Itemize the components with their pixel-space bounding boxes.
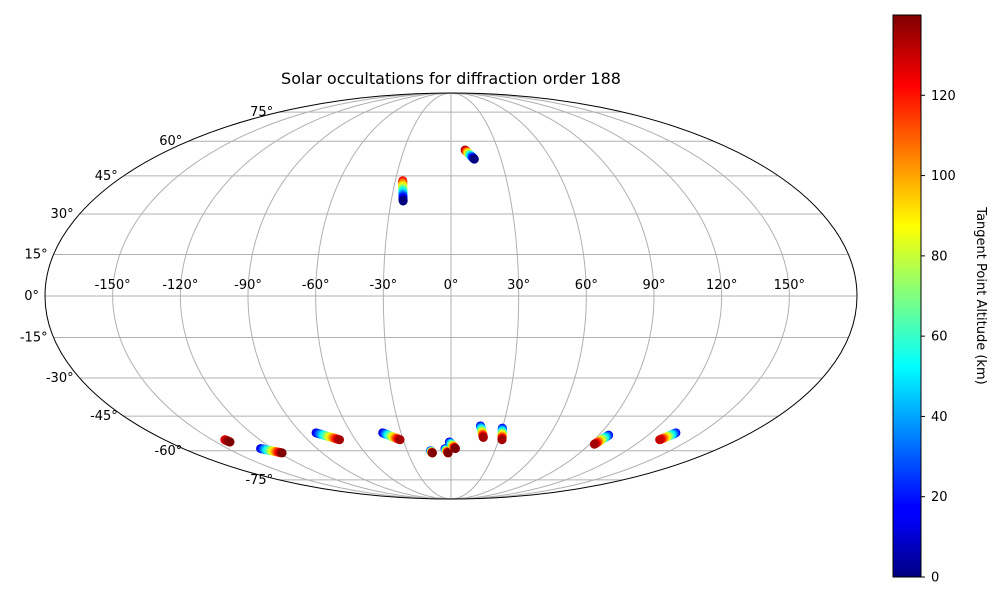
longitude-tick-labels: -150° -120° -90° -60° -30° 0° 30° 60° 90° 120° 150… <box>95 278 805 293</box>
lat-tick-label: 75° <box>250 105 273 120</box>
lon-grid-line <box>450 93 723 499</box>
lat-tick-label: -60° <box>155 444 183 459</box>
occultation-points <box>220 145 681 458</box>
lon-grid-line <box>112 93 452 499</box>
occultation-point <box>427 448 437 458</box>
occultation-point <box>398 196 408 206</box>
map-projection: -150° -120° -90° -60° -30° 0° 30° 60° 90° 120° 150… <box>20 92 858 500</box>
lon-tick-label: 150° <box>774 278 805 293</box>
latitude-tick-labels: 75° 60° 45° 30° 15° 0° -15° -30° -45° -60° -75° <box>20 105 273 488</box>
chart-title: Solar occultations for diffraction order… <box>281 69 621 88</box>
colorbar-tick-label: 80 <box>931 249 948 264</box>
lat-tick-label: 0° <box>24 289 39 304</box>
lat-tick-label: -45° <box>90 409 118 424</box>
occultation-point <box>335 435 344 445</box>
occultation-point <box>655 435 665 445</box>
colorbar-label: Tangent Point Altitude (km) <box>973 206 988 384</box>
colorbar-tick-label: 40 <box>931 410 948 425</box>
colorbar-tick-label: 60 <box>931 330 948 345</box>
lon-grid-line <box>450 93 655 499</box>
lon-grid-line <box>450 93 520 499</box>
lon-grid-line <box>247 93 452 499</box>
colorbar-tick-label: 20 <box>931 490 948 505</box>
lon-tick-label: -30° <box>369 278 397 293</box>
lon-tick-label: 60° <box>575 278 598 293</box>
grid-lines <box>45 93 857 499</box>
colorbar-tick-label: 120 <box>931 89 956 104</box>
lon-grid-line <box>450 93 587 499</box>
lat-tick-label: 15° <box>25 247 48 262</box>
lon-tick-label: -60° <box>302 278 330 293</box>
occultation-point <box>497 435 507 445</box>
occultation-point <box>443 448 453 458</box>
colorbar-tick-label: 100 <box>931 169 956 184</box>
colorbar-tick-label: 0 <box>931 571 939 586</box>
occultation-point <box>395 435 405 445</box>
occultation-point <box>478 432 488 442</box>
lon-grid-line <box>382 93 452 499</box>
lon-tick-label: 120° <box>706 278 737 293</box>
colorbar-gradient <box>892 14 922 578</box>
lon-grid-line <box>315 93 452 499</box>
lat-tick-label: -30° <box>46 371 74 386</box>
lat-tick-label: 60° <box>159 134 182 149</box>
colorbar: 0 20 40 60 80 100 120 Tangent Point Altitude (… <box>892 14 988 586</box>
lon-tick-label: 0° <box>444 278 459 293</box>
map-boundary <box>44 92 858 500</box>
occultation-point <box>589 439 599 449</box>
lat-tick-label: -15° <box>20 331 48 346</box>
lon-tick-label: 30° <box>507 278 530 293</box>
occultation-point <box>277 448 287 458</box>
occultation-point <box>225 437 235 447</box>
lon-tick-label: -150° <box>95 278 131 293</box>
occultation-point <box>469 154 479 164</box>
lat-tick-label: 30° <box>51 207 74 222</box>
occultation-point <box>450 444 460 454</box>
lon-tick-label: 90° <box>642 278 665 293</box>
lat-tick-label: 45° <box>95 169 118 184</box>
lon-tick-label: -90° <box>234 278 262 293</box>
colorbar-ticks: 0 20 40 60 80 100 120 <box>921 89 956 586</box>
lon-grid-line <box>450 93 790 499</box>
lat-tick-label: -75° <box>245 473 273 488</box>
lon-tick-label: -120° <box>162 278 198 293</box>
